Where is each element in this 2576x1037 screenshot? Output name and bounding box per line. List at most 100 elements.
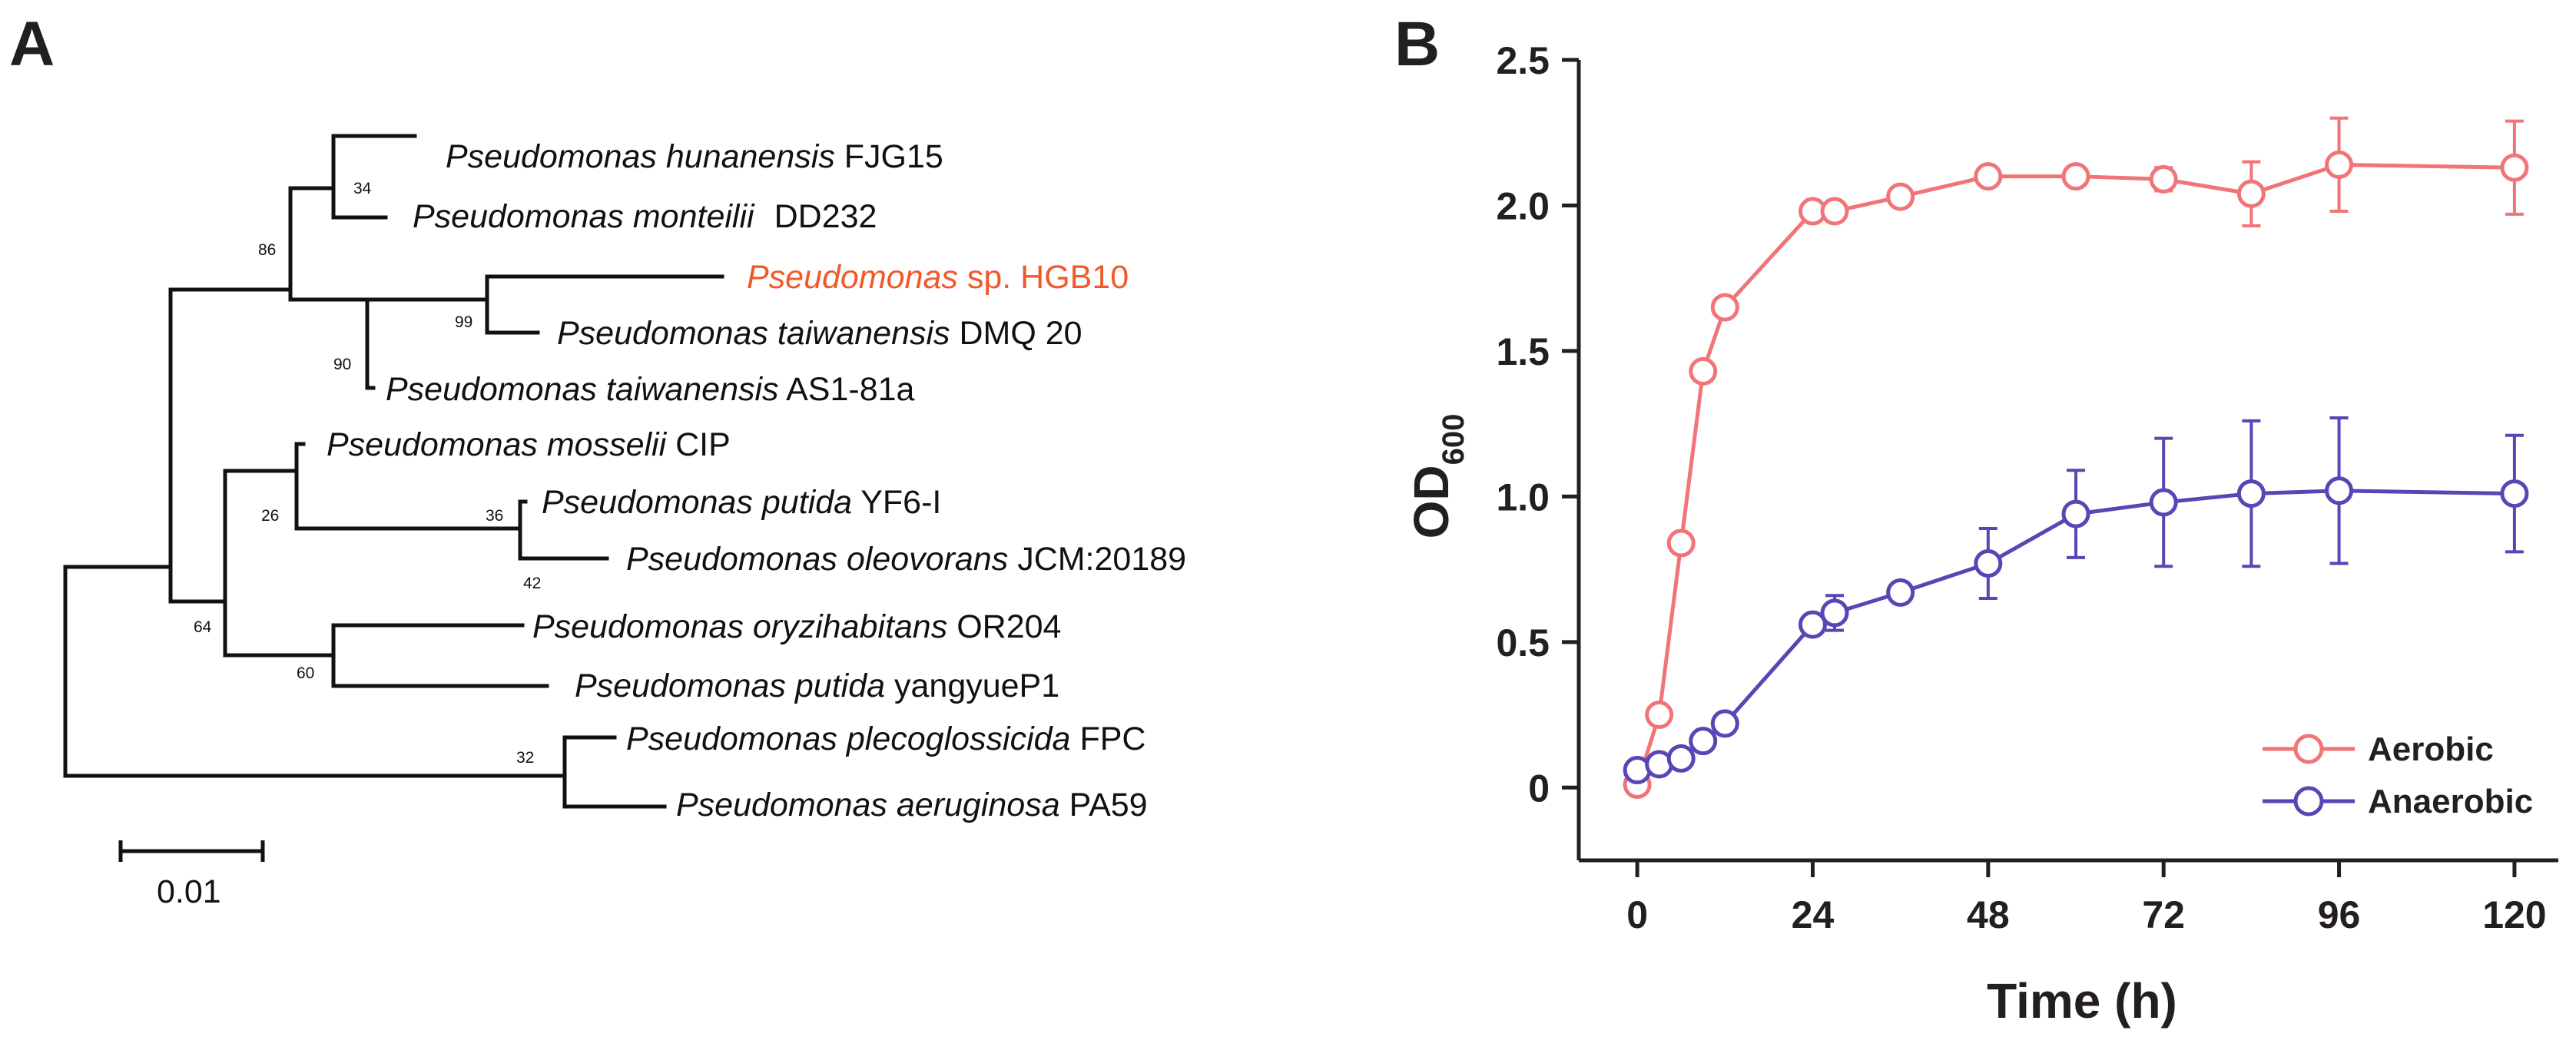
data-point [1820,598,1849,628]
x-axis-title: Time (h) [1987,973,2177,1029]
data-point [2325,476,2354,505]
data-point [2500,153,2529,182]
x-tick-label: 48 [1967,893,2010,936]
bootstrap-value: 99 [455,313,472,331]
leaf-species: aeruginosa [897,787,1060,823]
data-point [1689,356,1718,386]
y-tick-label: 0.5 [1496,621,1550,664]
leaf-species: mosselii [547,426,668,463]
chart-axes: 0 0.5 1.0 1.5 2.0 2.5 0 24 48 72 96 120 [1496,39,2558,936]
leaf-species: taiwanensis [777,315,950,352]
leaf-strain: FPC [1079,721,1145,757]
bootstrap-value: 36 [486,507,503,525]
series-anaerobic [1623,416,2529,785]
leaf-genus: Pseudomonas [446,138,657,175]
leaf-strain: PA59 [1069,787,1148,823]
leaf-strain: sp. HGB10 [967,259,1129,296]
bootstrap-value: 26 [261,507,279,525]
data-point [1886,182,1915,211]
y-tick-label: 2.0 [1496,184,1550,227]
leaf-species: hunanensis [666,138,835,175]
legend-label: Anaerobic [2368,783,2533,820]
data-point [2061,162,2090,191]
bootstrap-value: 34 [353,180,372,197]
leaf-strain: CIP [675,426,731,463]
data-point [1666,744,1696,773]
leaf-species: putida [761,484,852,521]
panel-a-label: A [9,9,55,79]
leaf-genus: Pseudomonas [626,721,837,757]
leaf-label-oleovorans: Pseudomonas oleovorans JCM:20189 [626,541,1186,578]
panel-b: B OD600 0 0.5 1.0 1.5 2.0 2.5 0 24 48 72 96 120 Tim… [1394,9,2558,1029]
leaf-strain: AS1-81a [786,371,914,408]
y-axis-title: OD600 [1404,414,1470,539]
leaf-label-putida-yangyue: Pseudomonas putida yangyueP1 [575,668,1059,704]
legend-item-anaerobic: Anaerobic [2263,783,2533,820]
leaf-label-plecoglossicida: Pseudomonas plecoglossicida FPC [626,721,1145,757]
leaf-strain: DMQ 20 [960,315,1082,352]
data-point [2325,150,2354,179]
data-point [1820,197,1849,226]
leaf-label-taiwanensis-as1: Pseudomonas taiwanensis AS1-81a [386,371,915,408]
leaf-species: oryzihabitans [753,608,947,645]
data-point [1798,610,1827,639]
y-axis-title-main: OD [1404,465,1459,538]
bootstrap-value: 42 [523,575,541,592]
legend-swatch-marker [2293,734,2324,764]
leaf-label-aeruginosa: Pseudomonas aeruginosa PA59 [676,787,1148,823]
legend-label: Aerobic [2368,731,2494,768]
leaf-species: monteilii [633,198,755,235]
y-axis-title-subscript: 600 [1437,414,1470,465]
leaf-label-oryzihabitans: Pseudomonas oryzihabitans OR204 [532,608,1061,645]
data-point [2500,479,2529,509]
data-point [1974,549,2003,578]
legend-swatch-marker [2293,786,2324,817]
data-point [1974,162,2003,191]
leaf-strain: FJG15 [844,138,943,175]
series-line [1635,162,2515,786]
leaf-label-mosselii: Pseudomonas mosselii CIP [327,426,731,463]
leaf-strain: OR204 [956,608,1061,645]
leaf-genus: Pseudomonas [386,371,597,408]
x-tick-label: 24 [1792,893,1835,936]
leaf-species: putida [794,668,885,704]
leaf-genus: Pseudomonas [327,426,538,463]
y-tick-label: 1.0 [1496,475,1550,518]
y-tick-label: 0 [1528,767,1550,810]
panel-b-label: B [1394,9,1440,79]
leaf-genus: Pseudomonas [626,541,837,578]
data-point [2149,164,2178,194]
leaf-label-monteilii: Pseudomonas monteilii DD232 [413,198,877,235]
panel-a: A [9,9,1186,910]
data-point [1666,528,1696,558]
data-point [1710,293,1739,322]
bootstrap-value: 60 [297,664,314,682]
legend: Aerobic Anaerobic [2263,731,2533,820]
leaf-label-taiwanensis-dmq: Pseudomonas taiwanensis DMQ 20 [557,315,1082,352]
x-tick-label: 72 [2142,893,2185,936]
leaf-genus: Pseudomonas [557,315,768,352]
leaf-label-hgb10: Pseudomonas sp. HGB10 [747,259,1129,296]
legend-item-aerobic: Aerobic [2263,731,2494,768]
leaf-strain: JCM:20189 [1017,541,1186,578]
data-point [2236,179,2266,208]
leaf-species: plecoglossicida [845,721,1071,757]
bootstrap-value: 90 [333,356,351,373]
series-aerobic [1623,116,2529,799]
data-point [2149,488,2178,517]
bootstrap-value: 64 [194,618,212,636]
leaf-genus: Pseudomonas [747,259,958,296]
data-point [2061,499,2090,528]
leaf-species: taiwanensis [606,371,779,408]
scale-bar-label: 0.01 [157,873,221,910]
phylogenetic-tree [63,134,724,809]
bootstrap-value: 86 [258,241,276,259]
data-point [1886,578,1915,607]
data-point [2236,479,2266,509]
leaf-label-putida-yf6: Pseudomonas putida YF6-I [542,484,941,521]
y-tick-label: 2.5 [1496,39,1550,82]
chart-series [1623,116,2529,799]
leaf-label-hunanensis: Pseudomonas hunanensis FJG15 [446,138,943,175]
bootstrap-value: 32 [516,749,534,767]
